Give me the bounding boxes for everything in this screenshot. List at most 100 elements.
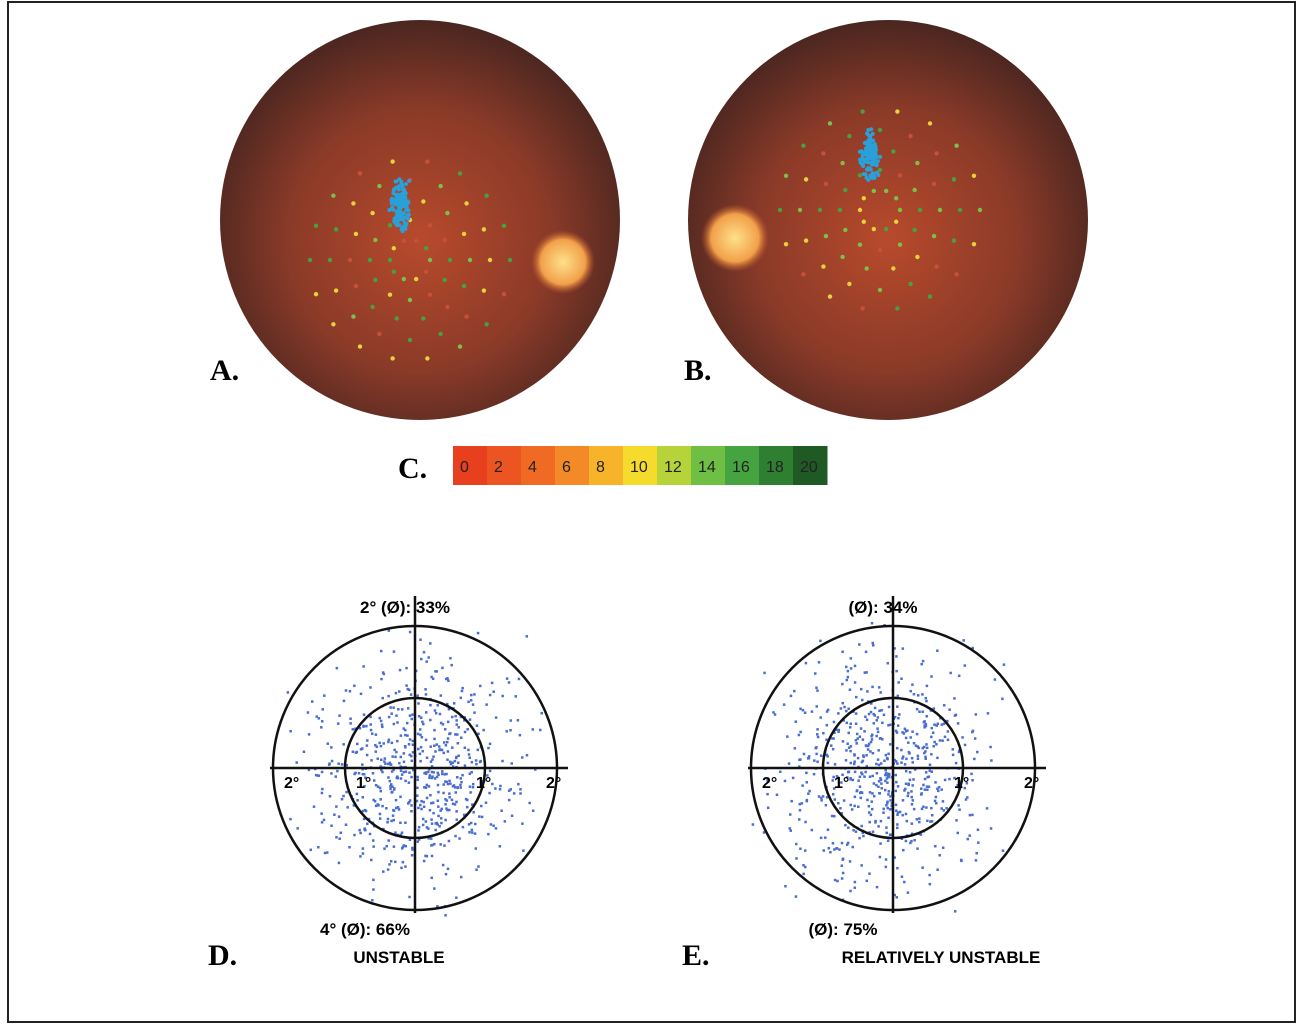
fixation-point — [342, 743, 345, 746]
fixation-point — [401, 773, 404, 776]
fixation-point — [521, 822, 524, 825]
fixation-point — [830, 744, 833, 747]
fixation-point — [341, 798, 344, 801]
fixation-point — [844, 824, 847, 827]
fixation-point — [878, 764, 881, 767]
stimulus-dot — [328, 258, 332, 262]
fixation-point — [478, 815, 481, 818]
fixation-dot — [395, 197, 399, 201]
fixation-point — [867, 748, 870, 751]
fixation-point — [472, 783, 475, 786]
fixation-point — [905, 737, 908, 740]
fixation-point — [905, 770, 908, 773]
stimulus-dot — [828, 294, 832, 298]
fixation-point — [431, 758, 434, 761]
fixation-point — [866, 718, 869, 721]
fixation-point — [402, 727, 405, 730]
fixation-point — [913, 693, 916, 696]
fixation-point — [434, 777, 437, 780]
fixation-point — [885, 858, 888, 861]
fixation-point — [464, 731, 467, 734]
fixation-point — [321, 771, 324, 774]
fixation-point — [501, 695, 504, 698]
fixation-point — [850, 657, 853, 660]
stimulus-dot — [445, 305, 449, 309]
fixation-point — [391, 755, 394, 758]
fixation-point — [455, 896, 458, 899]
fixation-point — [371, 732, 374, 735]
fixation-point — [433, 745, 436, 748]
fixation-point — [897, 811, 900, 814]
fixation-point — [913, 742, 916, 745]
stimulus-dot — [462, 232, 466, 236]
fixation-point — [865, 651, 868, 654]
fixation-point — [454, 733, 457, 736]
stimulus-dot — [884, 227, 888, 231]
fixation-dot — [406, 213, 410, 217]
fixation-point — [495, 716, 498, 719]
fixation-point — [437, 805, 440, 808]
fixation-point — [855, 739, 858, 742]
fixation-point — [934, 845, 937, 848]
fixation-point — [813, 759, 816, 762]
axis-label: 2° — [546, 775, 561, 792]
fixation-point — [935, 796, 938, 799]
fixation-point — [476, 724, 479, 727]
fixation-point — [837, 802, 840, 805]
stimulus-dot — [414, 277, 418, 281]
fixation-point — [510, 719, 512, 722]
fixation-point — [957, 722, 960, 725]
fixation-point — [853, 763, 856, 766]
fixation-point — [899, 811, 902, 814]
fixation-point — [338, 815, 341, 818]
fixation-point — [940, 788, 943, 791]
fixation-point — [395, 692, 398, 695]
fixation-point — [940, 807, 943, 810]
fixation-point — [448, 796, 451, 799]
fixation-point — [505, 730, 508, 733]
fixation-point — [847, 670, 850, 673]
fixation-point — [934, 781, 937, 784]
fixation-point — [335, 805, 338, 808]
fixation-point — [338, 862, 341, 865]
fixation-point — [388, 716, 391, 719]
fixation-point — [515, 695, 518, 698]
stimulus-dot — [978, 208, 982, 212]
stimulus-dot — [351, 201, 355, 205]
fixation-dot — [865, 176, 869, 180]
fixation-point — [390, 783, 393, 786]
fixation-point — [860, 797, 863, 800]
fixation-point — [911, 784, 914, 787]
stimulus-dot — [334, 288, 338, 292]
fixation-point — [419, 734, 422, 737]
fixation-point — [395, 714, 398, 717]
fixation-point — [460, 697, 463, 700]
fixation-point — [395, 751, 398, 754]
fixation-point — [469, 785, 472, 788]
fixation-point — [868, 805, 871, 808]
fixation-point — [904, 763, 907, 766]
fixation-point — [860, 727, 863, 730]
fixation-point — [439, 748, 442, 751]
fixation-dot — [872, 158, 876, 162]
fixation-point — [443, 741, 446, 744]
stimulus-dot — [442, 238, 446, 242]
scale-cell — [555, 446, 590, 485]
fixation-point — [854, 681, 857, 684]
fixation-point — [349, 690, 352, 693]
fixation-point — [472, 703, 475, 706]
fixation-point — [436, 743, 439, 746]
fixation-point — [430, 760, 433, 763]
fixation-point — [936, 757, 939, 760]
stimulus-dot — [464, 314, 468, 318]
fixation-point — [431, 775, 434, 778]
fixation-point — [842, 740, 845, 743]
fixation-point — [943, 723, 946, 726]
fixation-point — [387, 776, 390, 779]
fixation-point — [419, 753, 422, 756]
fixation-point — [860, 688, 863, 691]
fixation-point — [369, 686, 372, 689]
fixation-point — [425, 786, 428, 789]
fixation-point — [434, 750, 437, 753]
fixation-point — [952, 748, 955, 751]
